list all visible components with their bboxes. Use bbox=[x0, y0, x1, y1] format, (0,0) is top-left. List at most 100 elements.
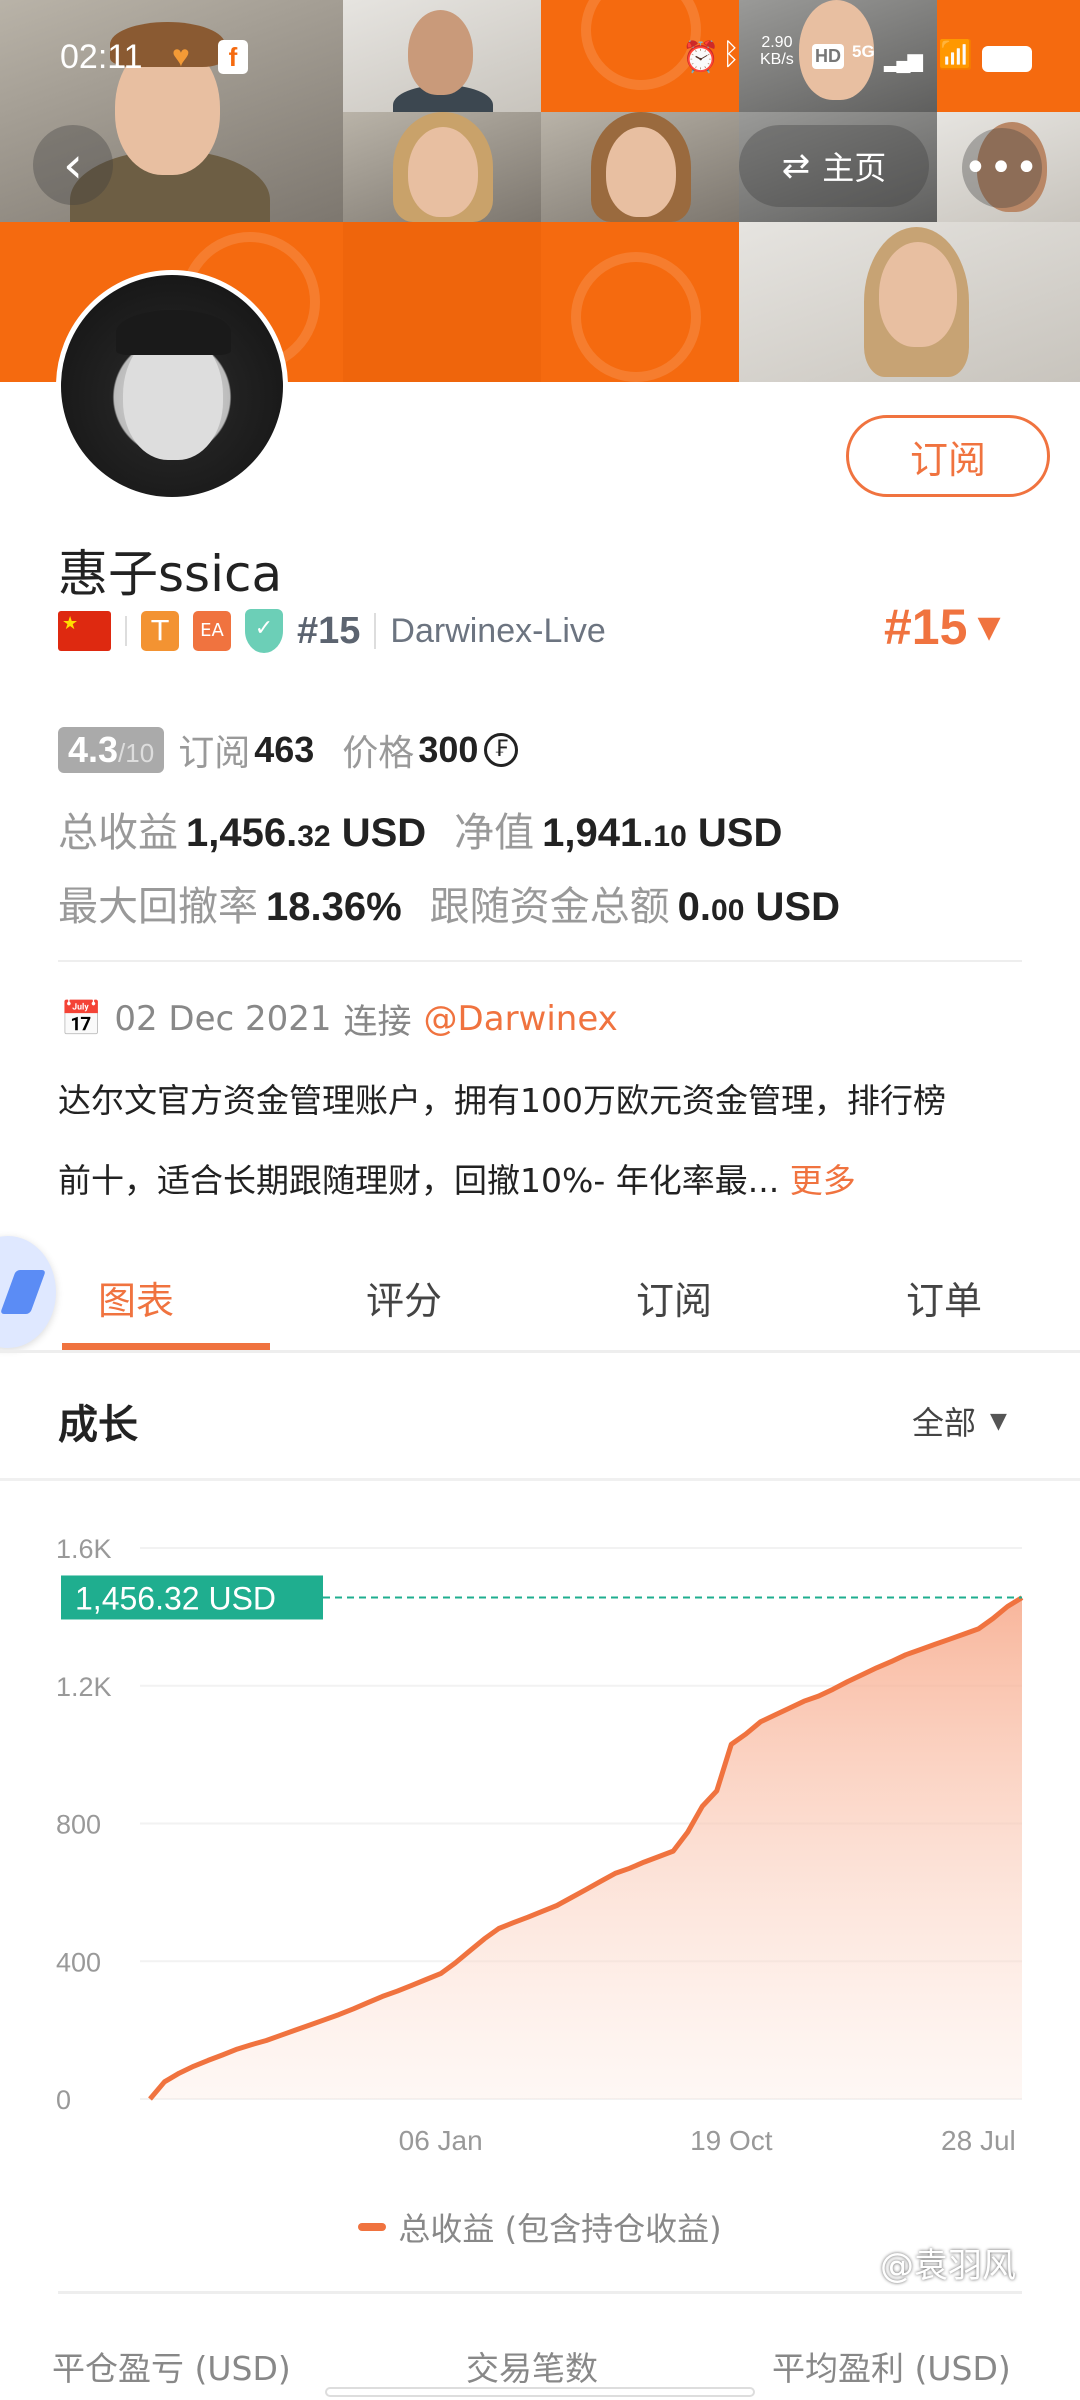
drawdown-value: 18.36% bbox=[266, 885, 402, 929]
avg-profit-header: 平均盈利 (USD) bbox=[772, 2349, 1011, 2388]
banner-photo bbox=[0, 0, 343, 222]
active-tab-indicator bbox=[62, 1343, 270, 1350]
legend-label: 总收益 (包含持仓收益) bbox=[398, 2210, 722, 2248]
broker-link[interactable]: @Darwinex bbox=[423, 998, 618, 1039]
y-tick-label: 1.6K bbox=[56, 1534, 112, 1564]
connection-row: 📅 02 Dec 2021 连接 @Darwinex bbox=[60, 994, 618, 1043]
badges-row: ★ T EA ✓ #15 Darwinex-Live bbox=[58, 608, 606, 654]
server-name: Darwinex-Live bbox=[390, 611, 606, 650]
x-tick-label: 06 Jan bbox=[399, 2125, 483, 2156]
y-tick-label: 0 bbox=[56, 2085, 71, 2115]
current-value-label: 1,456.32 USD bbox=[75, 1580, 276, 1616]
calendar-icon: 📅 bbox=[60, 998, 103, 1039]
battery-icon bbox=[982, 46, 1032, 72]
description-line: 达尔文官方资金管理账户，拥有100万欧元资金管理，排行榜 bbox=[58, 1081, 946, 1120]
x-tick-label: 28 Jul bbox=[941, 2125, 1016, 2156]
rank-dropdown[interactable]: #15 ▼ bbox=[884, 598, 1001, 656]
home-button[interactable]: ⇄ 主页 bbox=[739, 125, 929, 207]
rating-max: /10 bbox=[118, 738, 155, 768]
divider bbox=[58, 2291, 1022, 2294]
heart-icon: ♥ bbox=[172, 40, 190, 73]
banner-photo bbox=[541, 112, 739, 222]
stats-row-3: 最大回撤率 18.36% 跟随资金总额 0.00 USD bbox=[58, 874, 840, 932]
drawdown-label: 最大回撤率 bbox=[58, 884, 258, 930]
rating-badge: 4.3/10 bbox=[58, 727, 165, 773]
chart-legend: 总收益 (包含持仓收益) bbox=[0, 2204, 1080, 2250]
banner-pattern bbox=[343, 222, 541, 382]
tab-subscription[interactable]: 订阅 bbox=[635, 1279, 712, 1323]
range-dropdown[interactable]: 全部 ▼ bbox=[912, 1398, 1007, 1444]
total-profit-label: 总收益 bbox=[58, 810, 178, 856]
banner-photo bbox=[343, 0, 541, 112]
stats-row-1: 4.3/10 订阅 463 价格 300 ₣ bbox=[58, 724, 519, 776]
connection-date: 02 Dec 2021 bbox=[114, 998, 332, 1039]
rank-big: #15 bbox=[884, 599, 968, 655]
wifi-icon: 📶 bbox=[938, 39, 973, 70]
y-tick-label: 800 bbox=[56, 1810, 101, 1840]
divider bbox=[0, 1478, 1080, 1481]
chevron-left-icon: ‹ bbox=[63, 136, 83, 194]
rank-badge: #15 bbox=[297, 609, 361, 652]
connect-label: 连接 bbox=[343, 1002, 412, 1042]
caret-down-icon: ▼ bbox=[977, 609, 1001, 645]
trade-count-header: 交易笔数 bbox=[466, 2349, 598, 2388]
t-badge: T bbox=[141, 611, 179, 651]
banner-photo bbox=[739, 112, 937, 222]
equity-value: 1,941.10 USD bbox=[542, 811, 783, 855]
tab-rating[interactable]: 评分 bbox=[365, 1279, 442, 1323]
banner-photo bbox=[343, 112, 541, 222]
more-link[interactable]: 更多 bbox=[789, 1161, 856, 1200]
caret-down-icon: ▼ bbox=[990, 1408, 1007, 1434]
x-tick-label: 19 Oct bbox=[690, 2125, 773, 2156]
more-button[interactable]: ••• bbox=[962, 128, 1042, 208]
network-type: 5G bbox=[852, 42, 875, 61]
status-time: 02:11 bbox=[60, 38, 143, 76]
price-label: 价格 bbox=[342, 733, 415, 774]
banner-pattern bbox=[541, 0, 739, 112]
verified-shield-icon: ✓ bbox=[245, 609, 283, 653]
description-line: 前十，适合长期跟随理财，回撤10%- 年化率最... bbox=[58, 1161, 780, 1200]
watermark: @袁羽风 bbox=[880, 2246, 1016, 2286]
divider bbox=[0, 1350, 1080, 1353]
back-button[interactable]: ‹ bbox=[33, 125, 113, 205]
net-speed-value: 2.90 bbox=[761, 34, 793, 51]
app-notification-icon: f bbox=[218, 40, 248, 74]
net-speed: 2.90 KB/s bbox=[760, 34, 794, 68]
rating-value: 4.3 bbox=[68, 729, 119, 770]
legend-swatch bbox=[358, 2223, 387, 2231]
signal-icon: ▂▄▆ bbox=[884, 50, 923, 72]
description: 前十，适合长期跟随理财，回撤10%- 年化率最... 更多 bbox=[58, 1154, 856, 1202]
swap-icon: ⇄ bbox=[781, 146, 811, 186]
price-value: 300 bbox=[418, 729, 479, 770]
coin-icon: ₣ bbox=[484, 733, 519, 767]
banner-photo bbox=[739, 222, 1080, 382]
banner-pattern bbox=[541, 222, 739, 382]
net-speed-unit: KB/s bbox=[760, 51, 794, 68]
closed-pnl-header: 平仓盈亏 (USD) bbox=[52, 2349, 291, 2388]
avatar[interactable] bbox=[56, 270, 288, 502]
tab-orders[interactable]: 订单 bbox=[905, 1279, 982, 1323]
tab-chart[interactable]: 图表 bbox=[97, 1279, 174, 1323]
growth-title: 成长 bbox=[58, 1402, 138, 1448]
home-label: 主页 bbox=[822, 149, 887, 187]
range-value: 全部 bbox=[912, 1404, 977, 1442]
equity-label: 净值 bbox=[454, 810, 535, 856]
y-tick-label: 400 bbox=[56, 1947, 101, 1977]
home-indicator[interactable] bbox=[325, 2387, 755, 2397]
china-flag-icon: ★ bbox=[58, 611, 111, 651]
ea-badge: EA bbox=[193, 611, 231, 651]
hd-icon: HD bbox=[812, 44, 844, 69]
y-tick-label: 1.2K bbox=[56, 1672, 112, 1702]
total-profit-value: 1,456.32 USD bbox=[186, 811, 427, 855]
divider bbox=[125, 616, 127, 646]
follow-funds-value: 0.00 USD bbox=[677, 885, 840, 929]
stats-row-2: 总收益 1,456.32 USD 净值 1,941.10 USD bbox=[58, 800, 782, 858]
subs-label: 订阅 bbox=[178, 733, 251, 774]
subscribe-button[interactable]: 订阅 bbox=[846, 415, 1050, 497]
profile-name: 惠子ssica bbox=[58, 545, 283, 603]
status-bar: 02:11 ♥ f ⏰ ᛒ 2.90 KB/s HD 5G ▂▄▆ 📶 bbox=[0, 34, 1080, 84]
more-dots-icon: ••• bbox=[963, 145, 1041, 191]
banner-photo bbox=[937, 112, 1080, 222]
bluetooth-icon: ᛒ bbox=[722, 38, 740, 71]
subs-value: 463 bbox=[254, 729, 315, 770]
